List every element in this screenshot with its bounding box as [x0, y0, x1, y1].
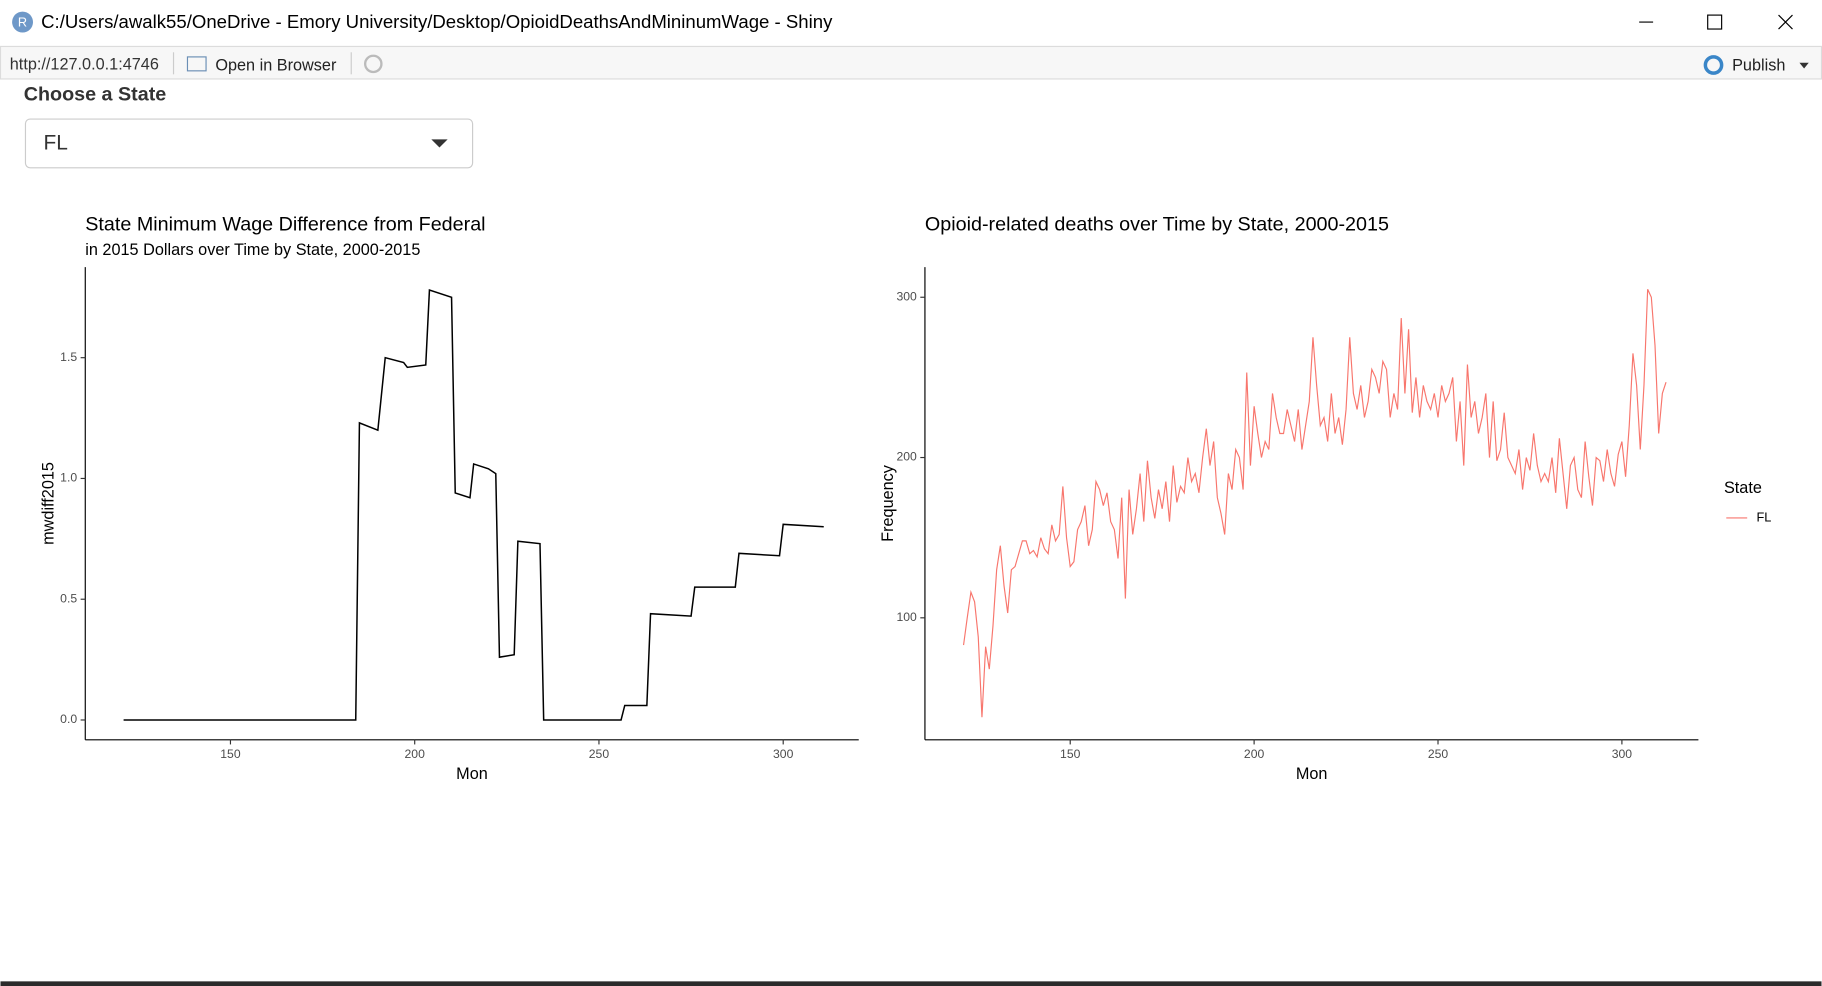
close-button[interactable] [1778, 14, 1793, 30]
y-tick-label: 300 [896, 289, 917, 303]
x-tick-label: 300 [773, 747, 794, 761]
x-tick-label: 200 [1244, 747, 1265, 761]
taskbar-edge [0, 981, 1822, 986]
state-select[interactable] [24, 118, 474, 169]
app-icon [12, 11, 34, 33]
x-axis-label: Mon [456, 765, 488, 783]
x-tick-label: 300 [1612, 747, 1633, 761]
app-icon-letter: R [18, 15, 27, 30]
selected-state: FL [43, 132, 67, 155]
x-tick-label: 150 [1060, 747, 1081, 761]
y-tick-label: 1.5 [60, 350, 77, 364]
data-line [962, 288, 1667, 718]
x-tick-label: 150 [220, 747, 241, 761]
open-browser-icon [186, 56, 207, 72]
legend-label: FL [1756, 509, 1771, 524]
x-axis-label: Mon [1296, 765, 1328, 783]
y-tick-label: 0.0 [60, 712, 77, 726]
open-in-browser[interactable]: Open in Browser [215, 56, 337, 74]
url: http://127.0.0.1:4746 [10, 55, 159, 73]
y-axis-label: mwdiff2015 [40, 462, 58, 545]
y-axis-label: Frequency [879, 464, 897, 542]
x-tick-label: 250 [589, 747, 610, 761]
select-label: Choose a State [24, 83, 167, 105]
charts: State Minimum Wage Difference from Feder… [40, 214, 1772, 783]
y-tick-label: 100 [896, 610, 917, 624]
chart-title: Opioid-related deaths over Time by State… [925, 214, 1389, 236]
y-tick-label: 1.0 [60, 471, 77, 485]
data-line [123, 289, 824, 721]
chart-subtitle: in 2015 Dollars over Time by State, 2000… [85, 241, 420, 259]
select-caret [431, 139, 448, 148]
publish-menu[interactable] [1799, 62, 1809, 69]
title-bar [0, 0, 1822, 47]
publish-button[interactable]: Publish [1732, 56, 1785, 74]
window-title: C:/Users/awalk55/OneDrive - Emory Univer… [41, 11, 833, 32]
publish-icon [1703, 55, 1724, 75]
x-tick-label: 200 [405, 747, 426, 761]
y-tick-label: 200 [896, 450, 917, 464]
y-tick-label: 0.5 [60, 591, 77, 605]
maximize-button[interactable] [1707, 14, 1723, 30]
legend-title: State [1724, 479, 1762, 497]
x-tick-label: 250 [1428, 747, 1449, 761]
chart-title: State Minimum Wage Difference from Feder… [85, 214, 485, 236]
reload-button[interactable] [363, 54, 383, 74]
